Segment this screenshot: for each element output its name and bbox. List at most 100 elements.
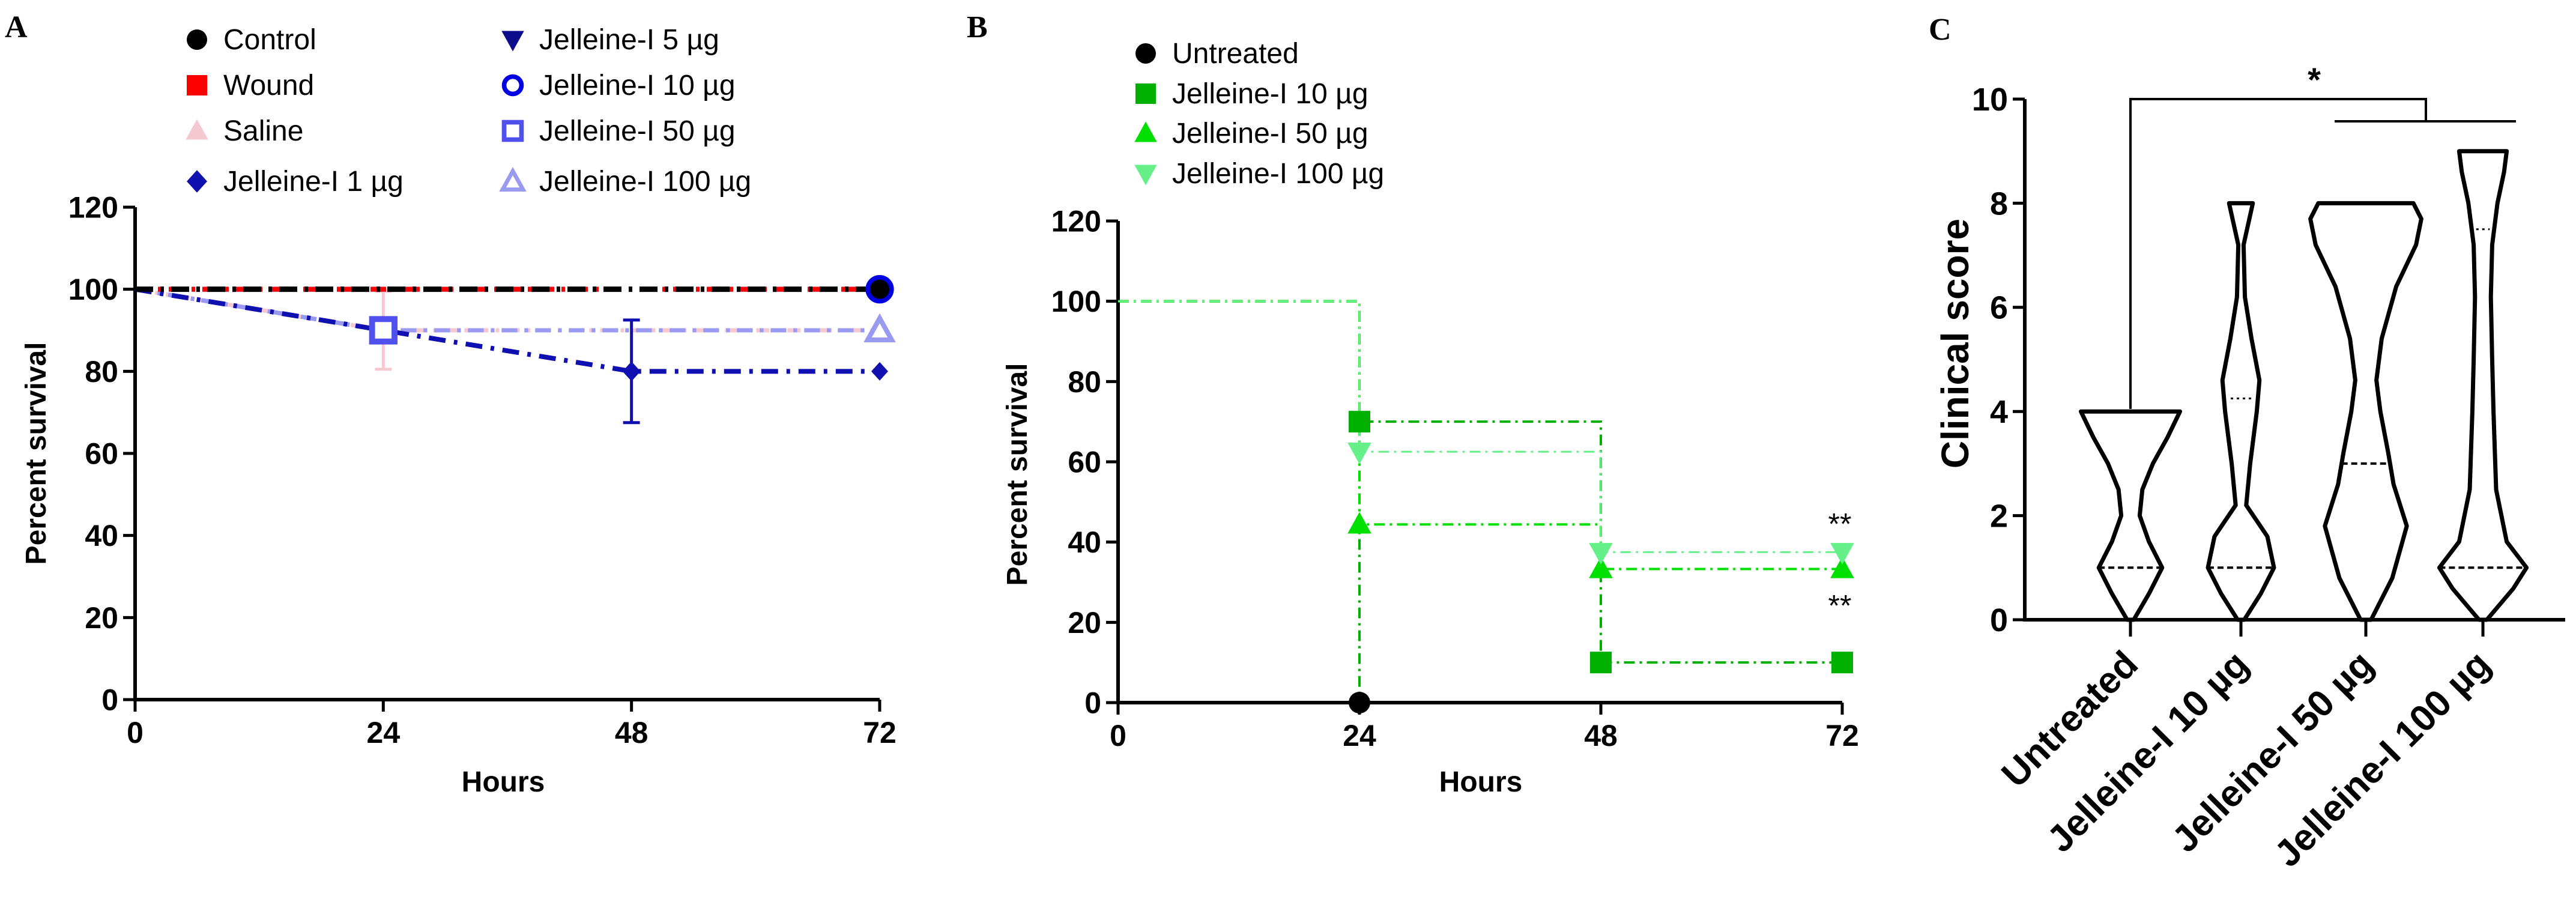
a-y-tick-label: 20	[85, 601, 118, 635]
data-point-jelleine-i-10-g-shape	[1349, 411, 1370, 433]
legend-marker-j100-shape	[499, 166, 527, 192]
series-line-jelleine-i-100-g	[135, 287, 880, 333]
b-y-tick-label: 40	[1068, 525, 1101, 559]
legend-marker-control	[187, 29, 207, 50]
b-x-tick-label: 0	[1110, 719, 1126, 752]
c-y-tick-label: 10	[1972, 82, 2008, 118]
legend-label-j1: Jelleine-I 1 µg	[223, 166, 404, 198]
a-y-tick-label: 100	[68, 273, 118, 306]
panel-a: A Control Wound Saline Jelleine-I 1 µg Jelle…	[5, 10, 896, 798]
a-x-tick-label: 0	[127, 716, 144, 749]
data-point-jelleine-i-100-g	[1830, 543, 1854, 565]
legend-label-j10: Jelleine-I 10 µg	[539, 70, 736, 101]
x-axis-title-b: Hours	[1439, 766, 1523, 798]
legend-marker-jelleine-i-50-g-shape	[1134, 121, 1157, 142]
data-point-j1-shape	[871, 362, 888, 381]
c-y-tick-label: 6	[1990, 290, 2008, 326]
step-line-jelleine-i-10-g	[1118, 300, 1842, 664]
b-y-tick-label: 80	[1068, 365, 1101, 399]
a-y-tick-label: 80	[85, 355, 118, 389]
data-point-control	[870, 279, 889, 299]
a-x-tick-label: 72	[863, 716, 896, 749]
legend-marker-j5-shape	[501, 31, 524, 52]
b-y-tick-label: 60	[1068, 446, 1101, 479]
data-point-jelleine-i-10-g	[1831, 652, 1853, 674]
legend-label-control: Control	[223, 24, 316, 56]
legend-marker-untreated-shape	[1135, 43, 1156, 64]
legend-marker-jelleine-i-10-g-shape	[1135, 83, 1156, 104]
legend-marker-saline	[186, 119, 208, 140]
data-point-jelleine-i-50-g-shape	[1347, 512, 1371, 534]
c-y-tick-label: 8	[1990, 186, 2008, 222]
data-point-jelleine-i-10-g-shape	[1831, 652, 1853, 674]
b-y-tick-label: 0	[1084, 686, 1101, 720]
b-x-tick-label: 48	[1584, 719, 1618, 752]
legend-marker-j1	[187, 170, 207, 193]
a-y-tick-label: 60	[85, 437, 118, 471]
legend-marker-j100	[499, 166, 527, 192]
legend-marker-untreated	[1135, 43, 1156, 64]
plot-area-b: 0 20 40 60 80 100 120 0 24 48 72 ** **	[1051, 205, 1859, 753]
significance-annotation: **	[1828, 589, 1852, 622]
legend-label-saline: Saline	[223, 115, 303, 147]
legend-label-j50: Jelleine-I 50 µg	[539, 115, 736, 147]
data-point-jelleine-i-10-g-shape	[1590, 652, 1612, 674]
legend-marker-saline-shape	[186, 119, 208, 140]
b-x-tick-label: 72	[1825, 719, 1859, 752]
significance-annotation: **	[1828, 507, 1852, 540]
legend-marker-j10-shape	[501, 74, 524, 97]
x-axis-title-a: Hours	[462, 766, 545, 798]
a-x-tick-label: 24	[367, 716, 401, 749]
violin-jelleine-i-100-g	[2437, 149, 2529, 622]
data-point-untreated	[1349, 692, 1370, 713]
c-y-tick-label: 0	[1990, 602, 2008, 638]
legend-label: Untreated	[1172, 38, 1299, 70]
legend-a: Control Wound Saline Jelleine-I 1 µg Jellein…	[186, 24, 751, 198]
step-line-jelleine-i-50-g	[1118, 300, 1842, 571]
legend-label-j100: Jelleine-I 100 µg	[539, 166, 751, 198]
legend-label: Jelleine-I 50 µg	[1172, 118, 1368, 150]
data-point-j50	[369, 316, 398, 345]
data-point-jelleine-i-10-g	[1349, 411, 1370, 433]
data-point-jelleine-i-100-g-shape	[1347, 442, 1371, 464]
step-line-jelleine-i-100-g	[1118, 300, 1842, 553]
data-point-untreated-shape	[1349, 692, 1370, 713]
y-axis-title-c: Clinical score	[1934, 219, 1977, 468]
b-x-tick-label: 24	[1343, 719, 1376, 752]
data-point-j50-shape	[369, 316, 398, 345]
a-y-tick-label: 40	[85, 519, 118, 552]
data-point-jelleine-i-50-g	[1830, 556, 1854, 578]
legend-marker-j50-shape	[501, 120, 524, 142]
step-line-untreated	[1118, 300, 1361, 703]
data-point-jelleine-i-50-g-shape	[1589, 556, 1613, 578]
c-y-tick-label: 4	[1990, 394, 2008, 430]
legend-b: Untreated Jelleine-I 10 µg Jelleine-I 50 µ…	[1134, 38, 1384, 190]
data-point-j100-shape	[863, 313, 896, 342]
violin-untreated	[2079, 409, 2182, 622]
b-y-tick-label: 100	[1051, 285, 1101, 318]
violin-jelleine-i-10-g	[2206, 201, 2276, 622]
c-y-tick-label: 2	[1990, 498, 2008, 534]
legend-label: Jelleine-I 10 µg	[1172, 78, 1368, 110]
legend-marker-jelleine-i-10-g	[1135, 83, 1156, 104]
a-y-tick-label: 0	[101, 683, 118, 717]
b-y-tick-label: 120	[1051, 205, 1101, 238]
legend-marker-jelleine-i-100-g	[1134, 165, 1157, 186]
x-category-label: Jelleine-I 100 µg	[2267, 643, 2499, 875]
data-point-jelleine-i-100-g	[1347, 442, 1371, 464]
legend-marker-j10	[501, 74, 524, 97]
y-axis-title-b: Percent survival	[1002, 363, 1033, 586]
legend-label: Jelleine-I 100 µg	[1172, 158, 1384, 190]
legend-marker-j50	[501, 120, 524, 142]
panel-label-c: C	[1929, 13, 1952, 47]
data-point-jelleine-i-100-g-shape	[1589, 543, 1613, 565]
legend-label-wound: Wound	[223, 70, 314, 101]
significance-bracket-outer	[2129, 98, 2427, 409]
legend-marker-jelleine-i-50-g	[1134, 121, 1157, 142]
data-point-jelleine-i-50-g	[1589, 556, 1613, 578]
panel-label-b: B	[967, 10, 988, 44]
data-point-j1	[622, 361, 641, 381]
data-point-j100	[863, 313, 896, 342]
